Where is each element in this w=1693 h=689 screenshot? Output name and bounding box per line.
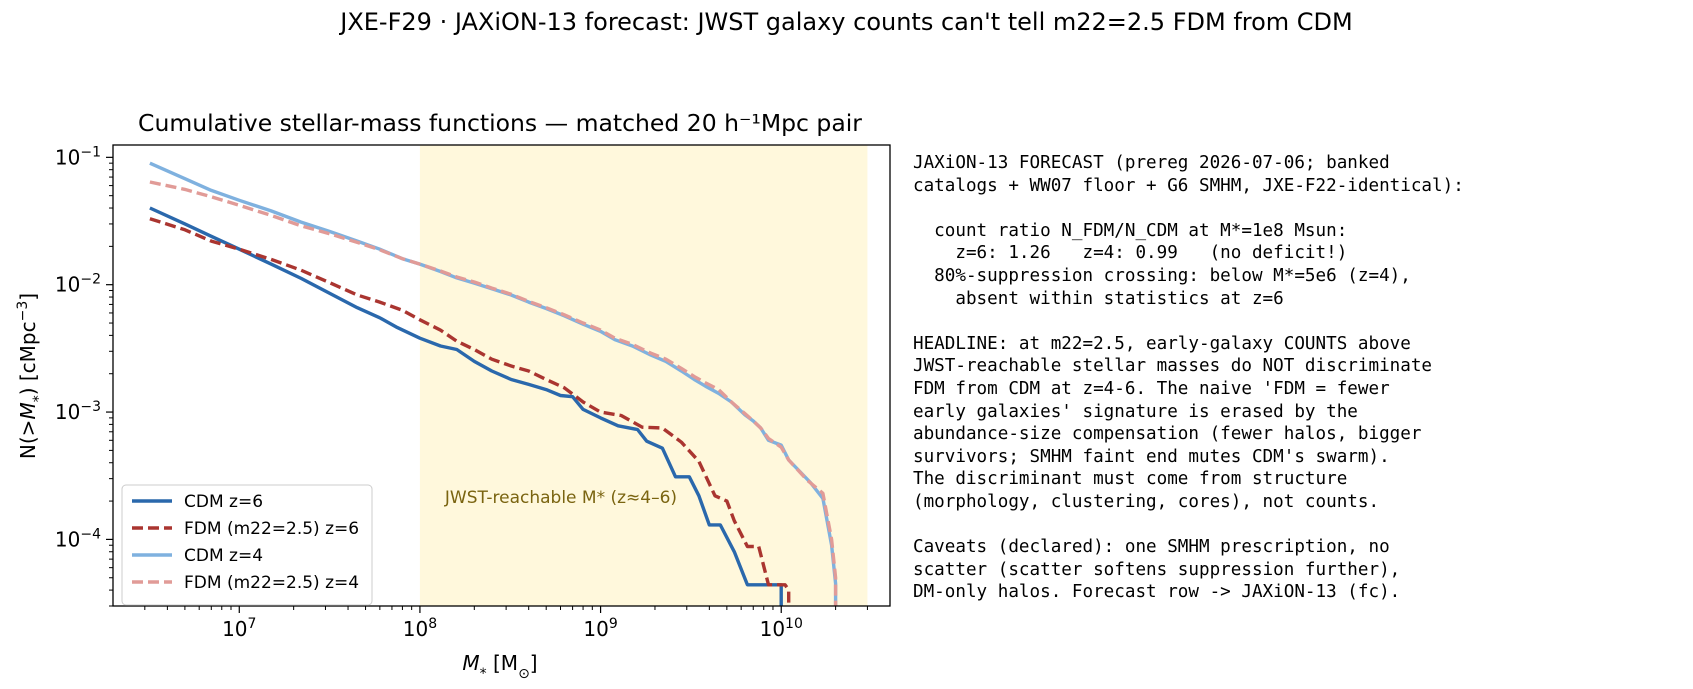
y-label-close: ] (16, 293, 40, 301)
y-tick-label: 10−1 (55, 144, 101, 169)
y-label-sup: −3 (15, 301, 31, 322)
y-tick-label: 10−4 (55, 526, 101, 551)
series-layer (149, 161, 838, 606)
band-label-layer: JWST-reachable M* (z≈4–6) (444, 488, 677, 508)
y-label-symbol: M (16, 402, 40, 419)
legend-label: FDM (m22=2.5) z=4 (184, 573, 359, 593)
legend: CDM z=6 FDM (m22=2.5) z=6 CDM z=4 FDM (m22=… (121, 484, 373, 606)
x-tick-label: 108 (403, 616, 437, 641)
series-line-4 (149, 180, 838, 606)
figure-suptitle: JXE-F29 · JAXiON-13 forecast: JWST galax… (340, 8, 1353, 36)
x-axis-label: M* [M⊙] (462, 651, 537, 682)
y-label-sub: * (31, 395, 47, 402)
x-axis-ticks: 107 108 109 1010 (144, 606, 868, 641)
y-label-pre: N(> (16, 420, 40, 460)
series-line-1 (149, 206, 783, 606)
y-axis-label: N(>M*) [cMpc−3] (15, 293, 47, 459)
y-axis-ticks: 10−4 10−3 10−2 10−1 (55, 144, 113, 607)
axes-title: Cumulative stellar-mass functions — matc… (138, 109, 862, 137)
legend-box (121, 484, 373, 606)
x-label-unit: [M (487, 651, 518, 675)
forecast-note: JAXiON-13 FORECAST (prereg 2026-07-06; b… (913, 153, 1464, 603)
x-tick-label: 109 (583, 616, 617, 641)
y-tick-label: 10−3 (55, 399, 101, 424)
legend-label: CDM z=6 (184, 492, 263, 512)
legend-label: FDM (m22=2.5) z=6 (184, 519, 359, 539)
x-label-close: ] (530, 651, 538, 675)
y-tick-label: 10−2 (55, 272, 101, 297)
jwst-reachable-band (419, 145, 868, 606)
y-label-unit: ) [cMpc (16, 321, 40, 395)
series-line-2 (149, 217, 791, 606)
x-tick-label: 107 (222, 616, 256, 641)
legend-label: CDM z=4 (184, 546, 263, 566)
jwst-band-label: JWST-reachable M* (z≈4–6) (444, 488, 677, 508)
x-label-symbol: M (462, 651, 479, 675)
x-label-unit-sub: ⊙ (518, 666, 530, 682)
x-tick-label: 1010 (760, 616, 803, 641)
axes-frame (112, 144, 891, 607)
x-label-sub: * (480, 666, 487, 682)
